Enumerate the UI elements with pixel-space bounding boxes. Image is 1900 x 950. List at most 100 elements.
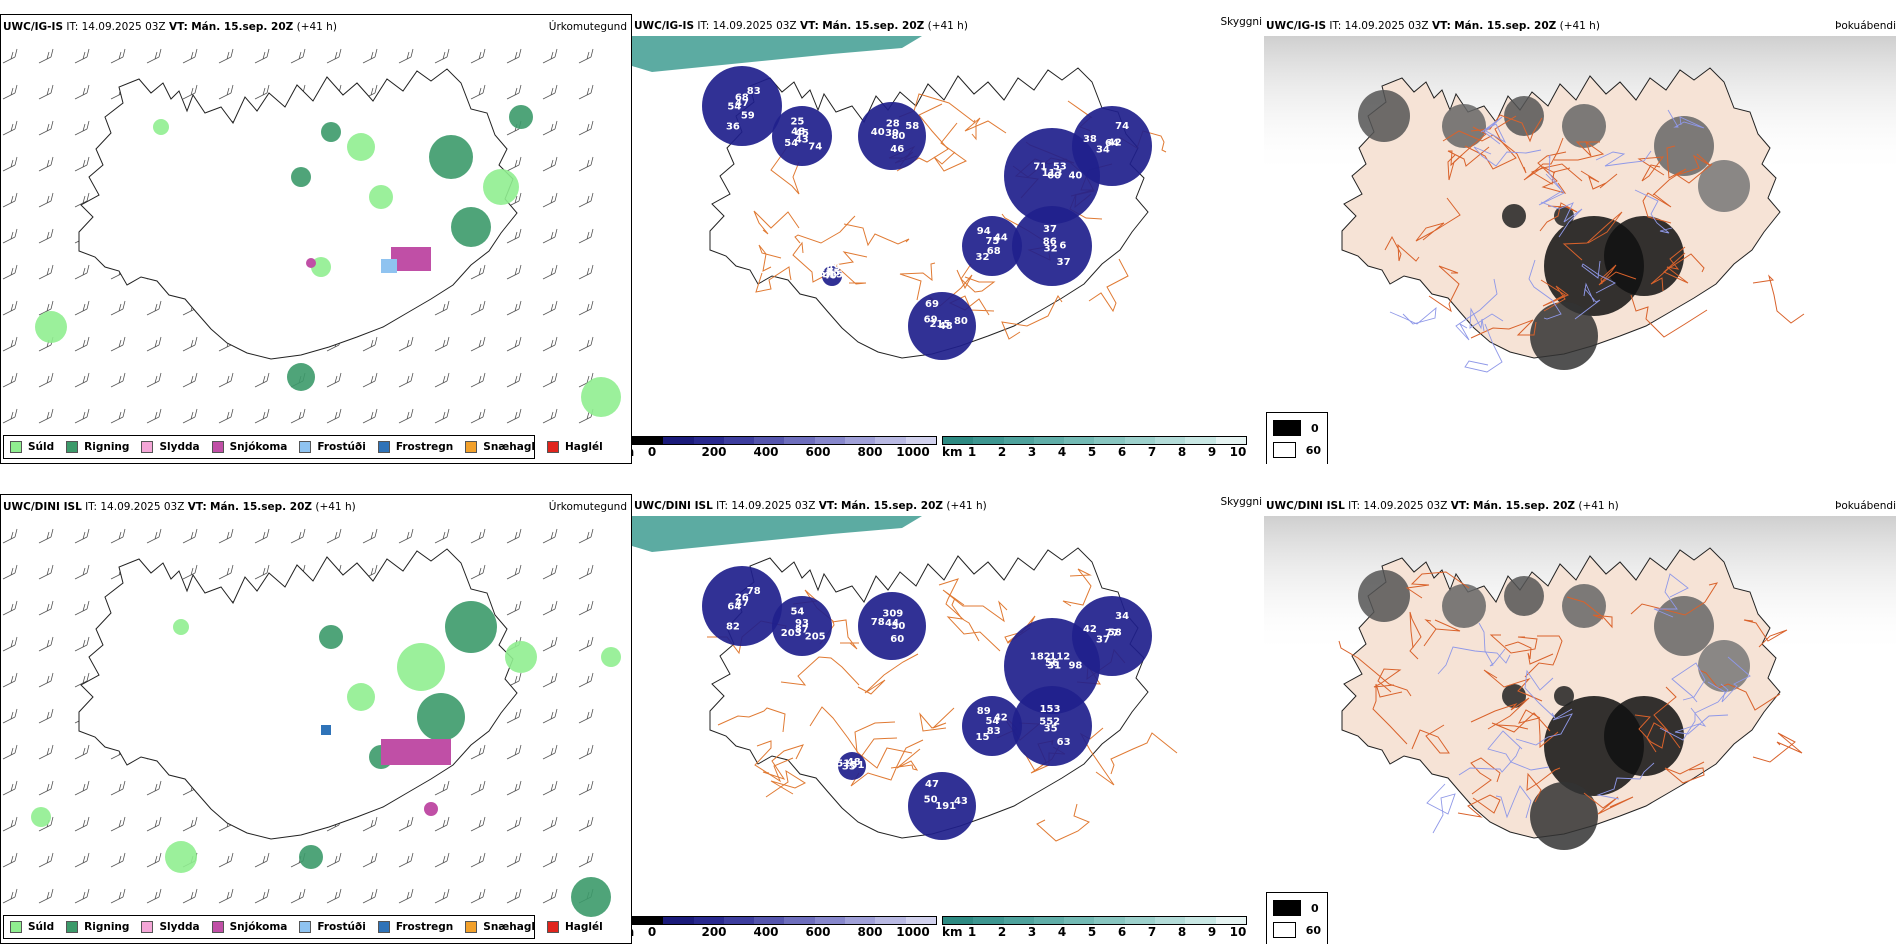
- wind-barb: [578, 672, 594, 688]
- wind-barb: [434, 528, 450, 544]
- wind-barb: [326, 888, 342, 904]
- wind-barb: [506, 600, 522, 616]
- road-line: [1428, 265, 1460, 313]
- cloud-base-value: 113: [1042, 168, 1063, 179]
- wind-barb: [470, 372, 486, 388]
- wind-barb: [38, 408, 54, 424]
- cloud-base-value: 78: [747, 586, 761, 597]
- colorbar-unit: km: [942, 445, 963, 459]
- swatch: [10, 921, 22, 933]
- wind-barb: [398, 816, 414, 832]
- wind-barb: [470, 564, 486, 580]
- wind-barb: [218, 564, 234, 580]
- wind-barb: [182, 336, 198, 352]
- colorbar-tick: 800: [857, 925, 883, 939]
- wind-barb: [542, 564, 558, 580]
- low-cloud-area: [702, 566, 782, 646]
- wind-barb: [2, 48, 18, 64]
- cloud-base-value: 32: [976, 252, 990, 263]
- wind-barb: [146, 300, 162, 316]
- wind-barb: [38, 264, 54, 280]
- colorbar-swatch: [693, 437, 724, 444]
- panel-title: Þokuábendi: [1835, 500, 1896, 512]
- cloud-base-value: 32: [1044, 243, 1058, 254]
- colorbar-swatches: [632, 436, 937, 445]
- fog-index-area: [1530, 782, 1598, 850]
- wind-barb: [470, 528, 486, 544]
- cloud-base-value: 191: [935, 801, 956, 812]
- cloud-base-value: 182: [1030, 651, 1051, 662]
- road-line: [1372, 683, 1408, 745]
- road-line: [1675, 153, 1713, 184]
- wind-barb: [182, 372, 198, 388]
- wind-barb: [578, 192, 594, 208]
- wind-barb: [362, 408, 378, 424]
- freezing-drizzle-area: [381, 259, 397, 273]
- wind-barb: [578, 816, 594, 832]
- precip-area: [571, 877, 611, 917]
- cloud-base-value: 60: [890, 634, 904, 645]
- precip-area: [505, 641, 537, 673]
- road-line: [755, 266, 792, 293]
- cloud-base-value: 64: [1105, 138, 1119, 149]
- legend-item-suld: Súld: [10, 441, 54, 453]
- wind-barb: [38, 84, 54, 100]
- wind-barb: [218, 408, 234, 424]
- cloud-base-value: 59: [741, 111, 755, 122]
- road-line: [1574, 282, 1601, 320]
- wind-barb: [2, 408, 18, 424]
- road-line: [899, 262, 936, 301]
- wind-barb: [110, 336, 126, 352]
- low-cloud-area: [858, 592, 926, 660]
- wind-barb: [218, 852, 234, 868]
- panel-header: UWC/IG-IS IT: 14.09.2025 03Z VT: Mán. 15…: [634, 20, 968, 32]
- wind-barb: [218, 48, 234, 64]
- wind-barb: [542, 816, 558, 832]
- road-line: [1539, 202, 1578, 232]
- panel-title: Skyggni: [1220, 496, 1263, 508]
- road-line: [1634, 189, 1673, 234]
- cloud-base-value: 112: [1049, 652, 1070, 663]
- cloud-base-value: 83: [987, 726, 1001, 737]
- road-line: [1595, 150, 1652, 167]
- colorbar-tick: 6: [1117, 925, 1127, 939]
- wind-barb: [362, 816, 378, 832]
- road-line: [1540, 201, 1583, 238]
- cloud-base-value: 309: [882, 609, 903, 620]
- legend-item-snaehagl: Snæhagl: [465, 441, 535, 453]
- wind-barb: [2, 264, 18, 280]
- wind-barb: [2, 600, 18, 616]
- colorbar-swatch: [1124, 917, 1156, 924]
- road-line: [758, 244, 782, 272]
- colorbar-swatch: [633, 917, 664, 924]
- wind-barb: [578, 120, 594, 136]
- cloud-base-colorbar: m 0 200 400 600 800 1000: [632, 916, 937, 939]
- wind-barb: [38, 888, 54, 904]
- colorbar-swatch: [845, 917, 876, 924]
- road-line: [1001, 295, 1063, 340]
- precip-area: [287, 363, 315, 391]
- road-line: [1634, 714, 1681, 749]
- colorbar-swatch: [845, 437, 876, 444]
- colorbar-swatch: [943, 437, 974, 444]
- colorbar-swatch: [784, 437, 815, 444]
- freezing-rain-area: [321, 725, 331, 735]
- wind-barb: [38, 156, 54, 172]
- cloud-base-value: 43: [795, 134, 809, 145]
- road-line: [1470, 319, 1537, 339]
- wind-barb: [254, 528, 270, 544]
- fog-index-area: [1504, 576, 1544, 616]
- fog-index-area: [1562, 584, 1606, 628]
- precip-panel-2: UWC/DINI ISL IT: 14.09.2025 03Z VT: Mán.…: [0, 494, 632, 944]
- wind-barb: [74, 600, 90, 616]
- wind-barb: [470, 300, 486, 316]
- wind-barb: [578, 564, 594, 580]
- wind-barb: [470, 780, 486, 796]
- cloud-base-value: 54: [784, 138, 798, 149]
- wind-barb: [506, 408, 522, 424]
- precip-area: [299, 845, 323, 869]
- precip-area: [173, 619, 189, 635]
- wind-barb: [542, 120, 558, 136]
- road-line: [1752, 274, 1805, 324]
- wind-barb: [2, 672, 18, 688]
